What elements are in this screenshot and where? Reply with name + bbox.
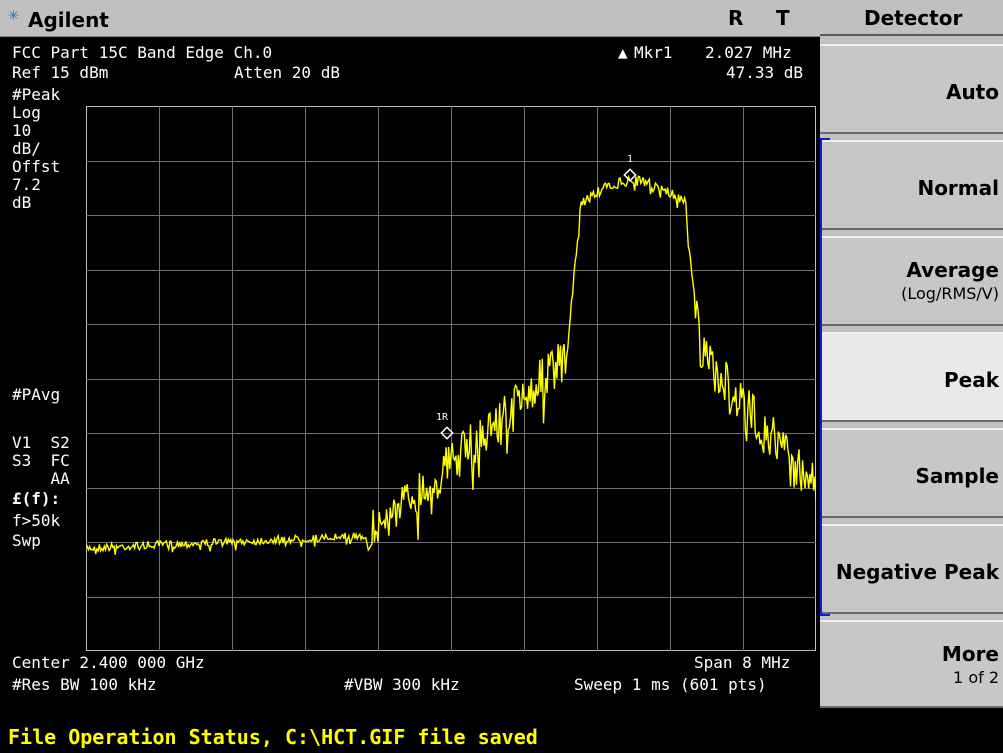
- agilent-spark-icon: ✳: [8, 4, 19, 25]
- delta-triangle-icon: ▲: [618, 43, 628, 62]
- screen-title: FCC Part 15C Band Edge Ch.0: [12, 43, 273, 62]
- annotation-offset: Offst: [12, 157, 61, 176]
- spectrum-graticule: 1 1R: [86, 106, 816, 651]
- softkey-more[interactable]: More 1 of 2: [820, 620, 1003, 708]
- annotation-scale-value: 10: [12, 121, 32, 140]
- annotation-detector: #Peak: [12, 85, 61, 104]
- softkey-average[interactable]: Average (Log/RMS/V): [820, 236, 1003, 326]
- softkey-label: Peak: [943, 368, 999, 392]
- diamond-marker-ref-icon: [440, 426, 454, 440]
- status-message: File Operation Status, C:\HCT.GIF file s…: [8, 725, 538, 749]
- softkey-negative-peak[interactable]: Negative Peak: [820, 524, 1003, 614]
- softkey-sample[interactable]: Sample: [820, 428, 1003, 518]
- brand-logo: Agilent: [28, 8, 109, 32]
- softkey-label: Sample: [915, 464, 999, 488]
- left-annotations: #Peak Log 10 dB/ Offst 7.2 dB: [12, 86, 60, 212]
- softkey-peak[interactable]: Peak: [820, 332, 1003, 422]
- softkey-label: Negative Peak: [835, 560, 999, 584]
- softkey-sublabel: (Log/RMS/V): [901, 284, 999, 303]
- resolution-bandwidth: #Res BW 100 kHz: [12, 675, 157, 694]
- annotation-offset-unit: dB: [12, 193, 32, 212]
- remote-indicator: R: [728, 6, 744, 30]
- sweep-time: Sweep 1 ms (601 pts): [574, 675, 767, 694]
- softkey-label: More: [941, 642, 999, 666]
- marker-label: Mkr1: [634, 43, 673, 62]
- annotation-offset-value: 7.2: [12, 175, 41, 194]
- status-bar: File Operation Status, C:\HCT.GIF file s…: [0, 710, 1003, 753]
- marker-frequency: 2.027 MHz: [705, 43, 792, 62]
- ref-level: Ref 15 dBm: [12, 63, 109, 82]
- softkey-sublabel: 1 of 2: [953, 668, 999, 687]
- video-bandwidth: #VBW 300 kHz: [344, 675, 460, 694]
- marker1r-tag: 1R: [436, 412, 449, 423]
- softkey-auto[interactable]: Auto: [820, 44, 1003, 134]
- vs-label-3: AA: [12, 469, 70, 488]
- pavg-label: #PAvg: [12, 385, 61, 404]
- trace-display: FCC Part 15C Band Edge Ch.0 Ref 15 dBm A…: [8, 40, 818, 708]
- softkey-label: Auto: [945, 80, 999, 104]
- attenuation: Atten 20 dB: [234, 63, 340, 82]
- panel-title: Detector: [820, 0, 1003, 36]
- annotation-scale-type: Log: [12, 103, 41, 122]
- freq-condition: f>50k: [12, 511, 61, 530]
- marker1-tag: 1: [627, 154, 633, 165]
- selection-bracket: [820, 138, 830, 616]
- marker-value: 47.33 dB: [726, 63, 804, 82]
- vs-label-1: V1 S2: [12, 433, 70, 452]
- swp-label: Swp: [12, 531, 41, 550]
- trigger-indicator: T: [776, 6, 790, 30]
- softkey-label: Average: [906, 258, 999, 282]
- diamond-marker-icon: [623, 168, 637, 182]
- softkey-normal[interactable]: Normal: [820, 140, 1003, 230]
- softkey-label: Normal: [917, 176, 999, 200]
- softkey-panel: Detector Auto Normal Average (Log/RMS/V)…: [820, 0, 1003, 708]
- center-frequency: Center 2.400 000 GHz: [12, 653, 205, 672]
- top-bar: ✳ Agilent R T: [0, 0, 820, 37]
- grid-lines: [86, 106, 816, 651]
- spectrum-trace: [86, 174, 816, 555]
- span: Span 8 MHz: [694, 653, 791, 672]
- pound-f-label: £(f):: [12, 489, 61, 508]
- annotation-scale-unit: dB/: [12, 139, 41, 158]
- vs-label-2: S3 FC: [12, 451, 70, 470]
